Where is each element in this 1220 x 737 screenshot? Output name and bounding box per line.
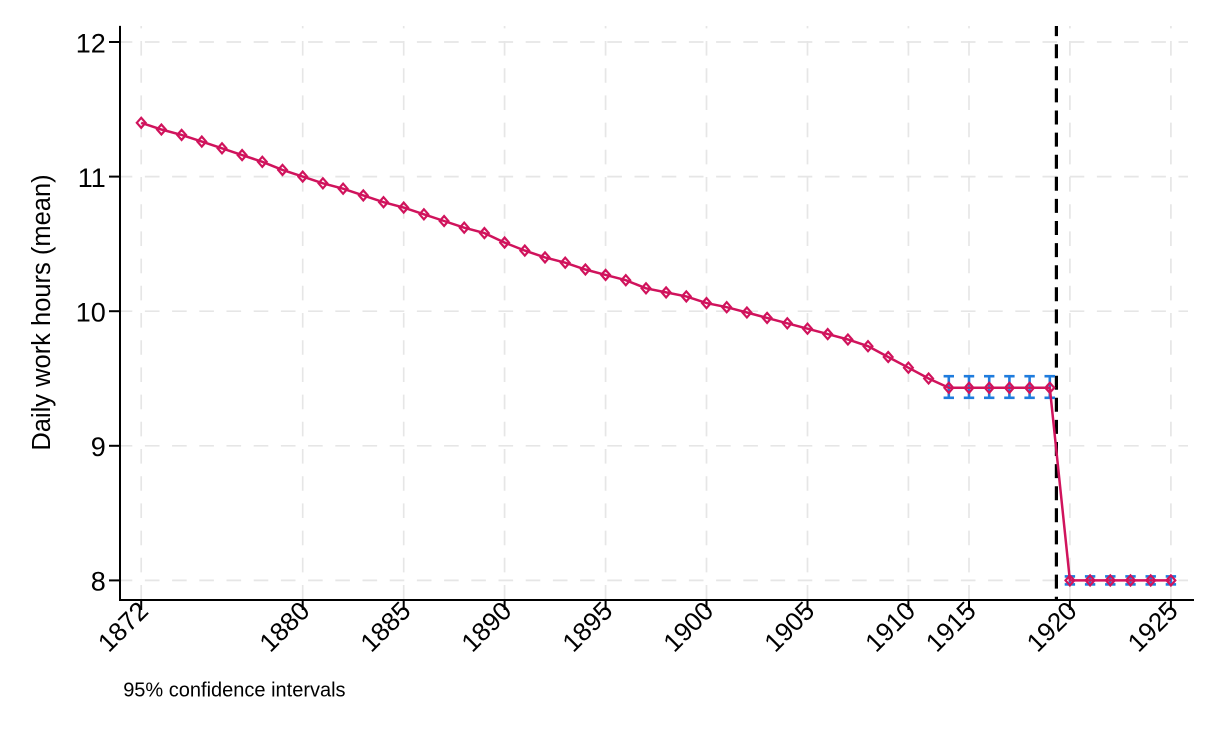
svg-text:8: 8 <box>91 567 106 597</box>
svg-text:10: 10 <box>76 298 106 328</box>
svg-text:95% confidence intervals: 95% confidence intervals <box>123 680 345 702</box>
svg-text:9: 9 <box>91 432 106 462</box>
svg-text:Daily work hours (mean): Daily work hours (mean) <box>28 174 56 450</box>
svg-text:12: 12 <box>76 28 106 58</box>
svg-text:11: 11 <box>78 163 106 193</box>
